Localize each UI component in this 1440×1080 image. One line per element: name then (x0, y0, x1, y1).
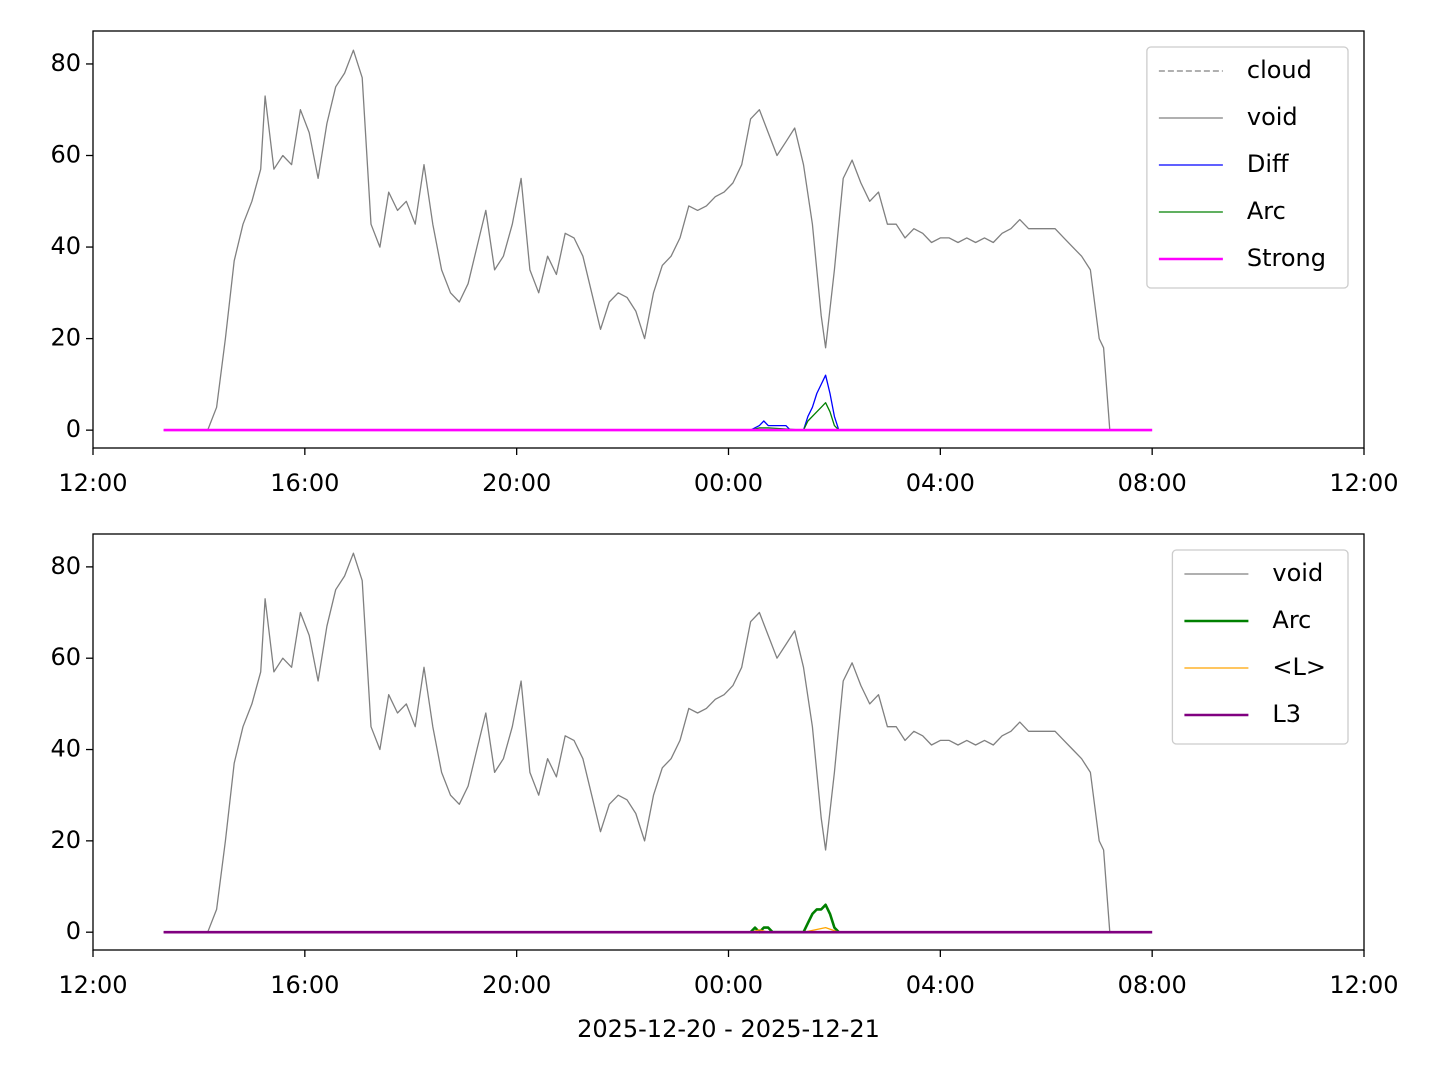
axes-frame (92, 30, 1365, 449)
line-series (750, 374, 840, 431)
axes-frame (92, 533, 1365, 951)
legend: void Arc <L> L3 (1171, 549, 1349, 745)
line-series (163, 552, 1111, 933)
x-tick-label: 12:00 (58, 971, 127, 999)
subplot: 0 20 40 60 80 12:00 16:00 20:00 00:00 04:00 08:00 1… (50, 533, 1399, 1043)
y-tick-label: 40 (50, 232, 81, 260)
legend-box (1146, 46, 1349, 289)
x-tick-label: 04:00 (906, 469, 975, 497)
legend: cloud void Diff Arc Strong (1146, 46, 1349, 289)
x-axis-label: 2025-12-20 - 2025-12-21 (577, 1015, 880, 1043)
y-tick-label: 80 (50, 552, 81, 580)
line-series (163, 49, 1111, 431)
y-tick-label: 0 (66, 415, 81, 443)
x-tick-label: 20:00 (482, 971, 551, 999)
x-tick-label: 12:00 (1329, 971, 1398, 999)
x-tick-label: 00:00 (694, 971, 763, 999)
legend-label: void (1247, 103, 1298, 131)
line-series (750, 402, 840, 431)
legend-label: Strong (1247, 244, 1326, 272)
x-tick-label: 08:00 (1118, 469, 1187, 497)
legend-label: Arc (1247, 197, 1286, 225)
legend-label: void (1272, 559, 1323, 587)
legend-label: Arc (1272, 606, 1311, 634)
y-tick-label: 0 (66, 917, 81, 945)
x-tick-label: 00:00 (694, 469, 763, 497)
x-tick-label: 20:00 (482, 469, 551, 497)
subplot: 0 20 40 60 80 12:00 16:00 20:00 00:00 04:00 08:00 1… (50, 30, 1399, 497)
legend-label: <L> (1272, 653, 1326, 681)
y-tick-label: 40 (50, 735, 81, 763)
legend-label: Diff (1247, 150, 1289, 178)
x-tick-label: 04:00 (906, 971, 975, 999)
y-tick-label: 80 (50, 49, 81, 77)
x-tick-label: 12:00 (58, 469, 127, 497)
y-tick-label: 60 (50, 141, 81, 169)
y-tick-label: 20 (50, 324, 81, 352)
x-tick-label: 16:00 (270, 469, 339, 497)
legend-box (1171, 549, 1349, 745)
legend-label: L3 (1272, 700, 1301, 728)
x-tick-label: 12:00 (1329, 469, 1398, 497)
x-tick-label: 08:00 (1118, 971, 1187, 999)
x-tick-label: 16:00 (270, 971, 339, 999)
legend-label: cloud (1247, 56, 1312, 84)
y-tick-label: 60 (50, 643, 81, 671)
y-tick-label: 20 (50, 826, 81, 854)
